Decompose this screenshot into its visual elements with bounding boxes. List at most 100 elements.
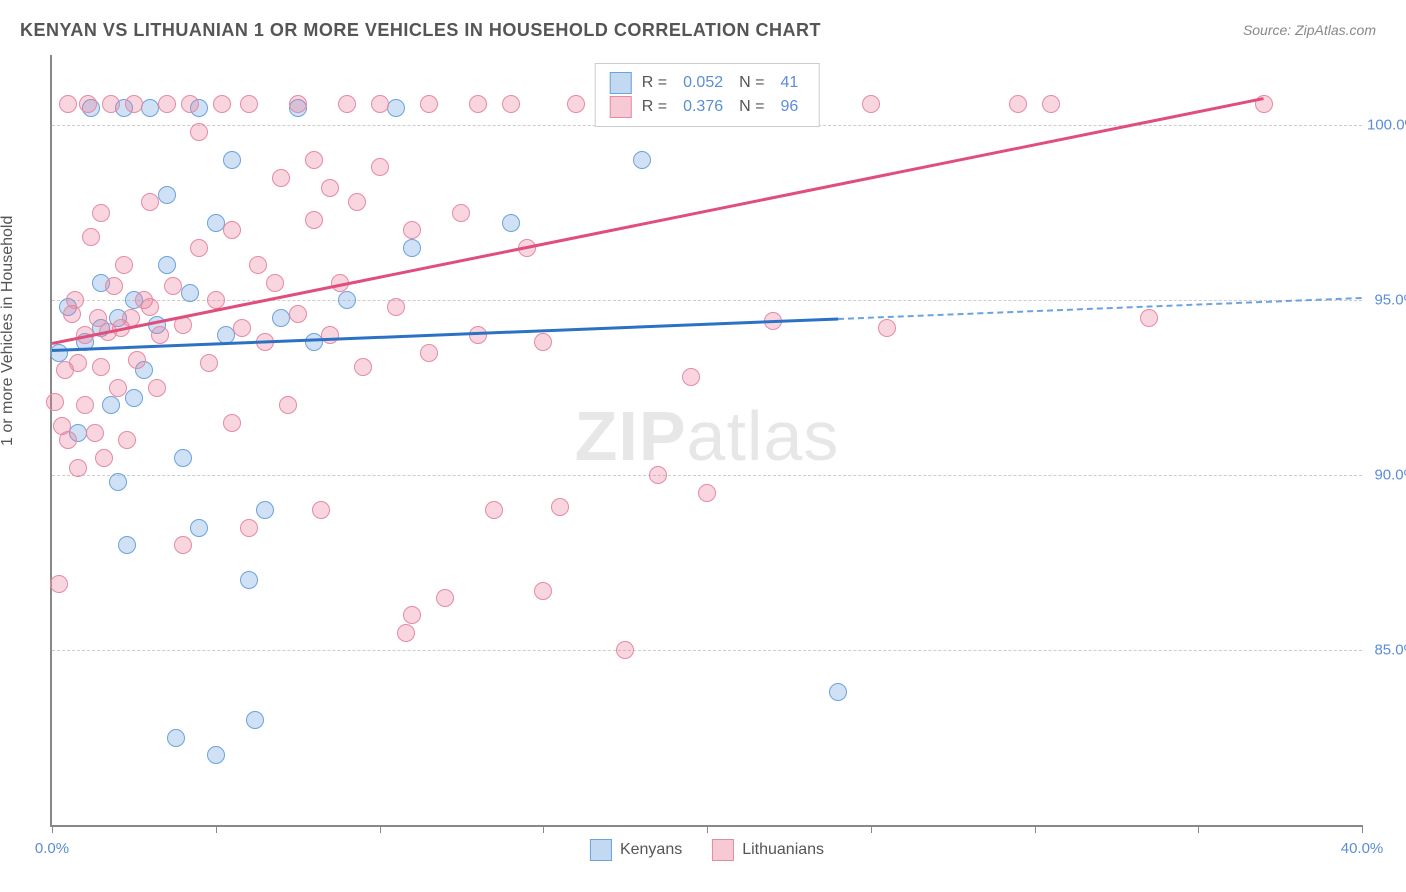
watermark-rest: atlas [687,397,840,475]
legend-r-label: R = [642,74,667,92]
chart-title: KENYAN VS LITHUANIAN 1 OR MORE VEHICLES … [20,20,821,41]
scatter-point [387,298,405,316]
scatter-point [878,319,896,337]
scatter-point [272,309,290,327]
scatter-point [66,291,84,309]
scatter-point [109,379,127,397]
scatter-point [86,424,104,442]
scatter-point [371,95,389,113]
y-tick-label: 95.0% [1367,292,1406,309]
scatter-point [534,333,552,351]
scatter-point [207,291,225,309]
scatter-point [223,414,241,432]
scatter-point [534,582,552,600]
scatter-point [616,641,634,659]
scatter-point [69,459,87,477]
legend-r-value: 0.052 [683,74,723,92]
scatter-point [266,274,284,292]
gridline-h [52,650,1362,651]
scatter-point [59,95,77,113]
x-tick [543,825,544,833]
swatch-lithuanians [610,96,632,118]
scatter-point [312,501,330,519]
legend-n-label: N = [739,74,764,92]
legend-row-kenyans: R = 0.052 N = 41 [610,72,805,94]
legend-n-value: 41 [780,74,798,92]
scatter-point [371,158,389,176]
legend-row-lithuanians: R = 0.376 N = 96 [610,96,805,118]
scatter-point [403,606,421,624]
legend-r-value: 0.376 [683,98,723,116]
scatter-point [105,277,123,295]
scatter-point [102,396,120,414]
scatter-point [321,326,339,344]
watermark: ZIPatlas [575,396,840,476]
x-tick [1362,825,1363,833]
scatter-point [207,746,225,764]
scatter-point [125,389,143,407]
y-axis-label: 1 or more Vehicles in Household [0,216,17,446]
scatter-point [397,624,415,642]
scatter-point [59,431,77,449]
y-tick-label: 90.0% [1367,467,1406,484]
scatter-point [141,99,159,117]
scatter-point [190,123,208,141]
scatter-point [207,214,225,232]
scatter-point [403,239,421,257]
scatter-point [141,193,159,211]
scatter-point [148,379,166,397]
gridline-h [52,300,1362,301]
scatter-point [125,95,143,113]
scatter-point [158,186,176,204]
scatter-point [223,151,241,169]
scatter-point [50,575,68,593]
scatter-point [92,358,110,376]
scatter-point [128,351,146,369]
scatter-point [174,536,192,554]
scatter-point [246,711,264,729]
scatter-point [289,95,307,113]
scatter-point [240,95,258,113]
swatch-kenyans [610,72,632,94]
scatter-point [181,95,199,113]
scatter-point [469,326,487,344]
scatter-point [151,326,169,344]
swatch-lithuanians [712,839,734,861]
swatch-kenyans [590,839,612,861]
scatter-point [1042,95,1060,113]
scatter-point [387,99,405,117]
scatter-point [92,204,110,222]
legend-n-label: N = [739,98,764,116]
series-legend: Kenyans Lithuanians [590,839,824,861]
x-tick-label: 0.0% [35,840,69,857]
scatter-point [233,319,251,337]
scatter-point [50,344,68,362]
scatter-point [82,228,100,246]
scatter-point [502,214,520,232]
scatter-point [118,536,136,554]
scatter-point [200,354,218,372]
scatter-point [829,683,847,701]
x-tick [1035,825,1036,833]
watermark-bold: ZIP [575,397,687,475]
scatter-point [223,221,241,239]
scatter-point [158,256,176,274]
scatter-point [1009,95,1027,113]
chart-plot-area: ZIPatlas R = 0.052 N = 41 R = 0.376 N = … [50,55,1362,827]
legend-label: Lithuanians [742,841,824,859]
scatter-point [567,95,585,113]
legend-item-lithuanians: Lithuanians [712,839,824,861]
scatter-point [551,498,569,516]
scatter-point [115,256,133,274]
scatter-point [240,519,258,537]
scatter-point [102,95,120,113]
y-tick-label: 100.0% [1367,117,1406,134]
scatter-point [862,95,880,113]
x-tick [52,825,53,833]
scatter-point [256,501,274,519]
scatter-point [118,431,136,449]
scatter-point [279,396,297,414]
scatter-point [158,95,176,113]
scatter-point [141,298,159,316]
scatter-point [1140,309,1158,327]
